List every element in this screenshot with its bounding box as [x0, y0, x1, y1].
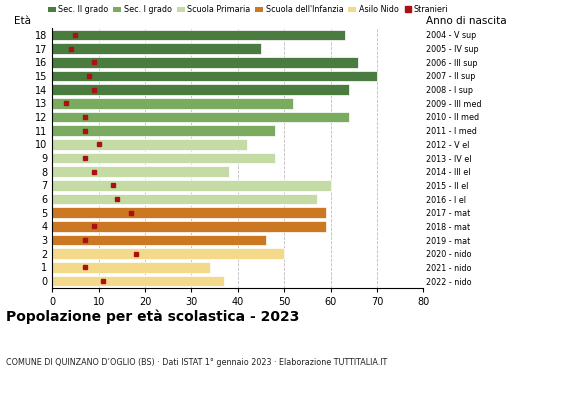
Bar: [52, 180, 331, 191]
Text: Età: Età: [14, 16, 31, 26]
Bar: [52, 194, 317, 204]
Bar: [52, 139, 247, 150]
Bar: [52, 276, 224, 286]
Text: Popolazione per età scolastica - 2023: Popolazione per età scolastica - 2023: [6, 310, 299, 324]
Bar: [52, 57, 358, 68]
Bar: [52, 125, 275, 136]
Bar: [52, 84, 349, 95]
Bar: [52, 248, 284, 259]
Bar: [52, 43, 261, 54]
Text: Anno di nascita: Anno di nascita: [426, 16, 507, 26]
Bar: [52, 70, 377, 81]
Bar: [52, 98, 293, 109]
Bar: [52, 262, 210, 273]
Bar: [52, 207, 326, 218]
Legend: Sec. II grado, Sec. I grado, Scuola Primaria, Scuola dell'Infanzia, Asilo Nido, : Sec. II grado, Sec. I grado, Scuola Prim…: [45, 2, 452, 18]
Bar: [52, 166, 229, 177]
Bar: [52, 221, 326, 232]
Bar: [52, 153, 275, 163]
Text: COMUNE DI QUINZANO D’OGLIO (BS) · Dati ISTAT 1° gennaio 2023 · Elaborazione TUTT: COMUNE DI QUINZANO D’OGLIO (BS) · Dati I…: [6, 358, 387, 367]
Bar: [52, 235, 266, 246]
Bar: [52, 112, 349, 122]
Bar: [52, 30, 345, 40]
